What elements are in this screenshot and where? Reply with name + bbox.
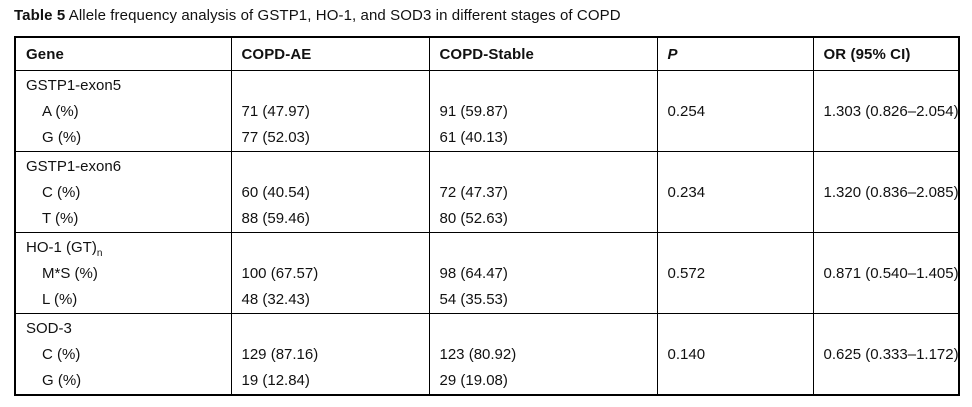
copd-stable-cell: 91 (59.87) 61 (40.13)	[428, 70, 658, 152]
allele-value: 100 (67.57)	[241, 265, 319, 282]
allele-label: G (%)	[42, 372, 82, 389]
allele-label: C (%)	[42, 346, 81, 363]
copd-stable-cell: 72 (47.37) 80 (52.63)	[428, 151, 658, 233]
or-cell: 1.320 (0.836–2.085)	[812, 151, 960, 233]
copd-ae-cell: 100 (67.57) 48 (32.43)	[230, 232, 430, 314]
allele-value: 123 (80.92)	[439, 346, 517, 363]
spacer	[242, 154, 423, 180]
gene-name: HO-1 (GT)n	[26, 239, 103, 259]
table-caption-text: Allele frequency analysis of GSTP1, HO-1…	[65, 7, 621, 24]
p-cell: 0.140	[656, 313, 814, 396]
allele-value: 88 (59.46)	[241, 210, 310, 227]
gene-name: GSTP1-exon6	[26, 158, 122, 175]
gene-cell: GSTP1-exon5 A (%) G (%)	[14, 70, 232, 152]
copd-stable-cell: 123 (80.92) 29 (19.08)	[428, 313, 658, 396]
allele-label: C (%)	[42, 184, 81, 201]
copd-ae-cell: 71 (47.97) 77 (52.03)	[230, 70, 430, 152]
allele-value: 60 (40.54)	[241, 184, 310, 201]
p-value: 0.572	[667, 265, 706, 282]
spacer	[440, 316, 651, 342]
allele-frequency-table: Gene COPD-AE COPD-Stable P OR (95% CI) G…	[14, 36, 960, 396]
spacer	[668, 316, 807, 342]
column-header-copd-stable: COPD-Stable	[428, 36, 658, 71]
table-row-gstp1-exon5: GSTP1-exon5 A (%) G (%) 71 (47.97) 77 (5…	[14, 70, 960, 152]
spacer	[440, 154, 651, 180]
gene-name: GSTP1-exon5	[26, 77, 122, 94]
column-header-gene: Gene	[14, 36, 232, 71]
column-header-or: OR (95% CI)	[812, 36, 960, 71]
allele-label: A (%)	[42, 103, 79, 120]
spacer	[440, 73, 651, 99]
spacer	[824, 73, 953, 99]
allele-value: 129 (87.16)	[241, 346, 319, 363]
table-caption-label: Table 5	[14, 7, 66, 24]
allele-value: 61 (40.13)	[439, 129, 508, 146]
or-cell: 1.303 (0.826–2.054)	[812, 70, 960, 152]
table-row-sod3: SOD-3 C (%) G (%) 129 (87.16) 19 (12.84)	[14, 313, 960, 396]
allele-value: 48 (32.43)	[241, 291, 310, 308]
allele-label: L (%)	[42, 291, 78, 308]
allele-value: 29 (19.08)	[439, 372, 508, 389]
allele-value: 98 (64.47)	[439, 265, 508, 282]
p-cell: 0.234	[656, 151, 814, 233]
allele-value: 71 (47.97)	[241, 103, 310, 120]
spacer	[824, 235, 953, 261]
p-cell: 0.254	[656, 70, 814, 152]
allele-value: 19 (12.84)	[241, 372, 310, 389]
table-caption: Table 5 Allele frequency analysis of GST…	[14, 6, 621, 26]
allele-label: G (%)	[42, 129, 82, 146]
spacer	[242, 235, 423, 261]
allele-value: 72 (47.37)	[439, 184, 508, 201]
copd-stable-cell: 98 (64.47) 54 (35.53)	[428, 232, 658, 314]
p-value: 0.140	[667, 346, 706, 363]
column-header-p: P	[656, 36, 814, 71]
allele-value: 77 (52.03)	[241, 129, 310, 146]
spacer	[242, 316, 423, 342]
gene-cell: SOD-3 C (%) G (%)	[14, 313, 232, 396]
gene-cell: HO-1 (GT)n M*S (%) L (%)	[14, 232, 232, 314]
table-header-row: Gene COPD-AE COPD-Stable P OR (95% CI)	[14, 36, 960, 71]
spacer	[440, 235, 651, 261]
p-value: 0.254	[667, 103, 706, 120]
p-value: 0.234	[667, 184, 706, 201]
allele-value: 80 (52.63)	[439, 210, 508, 227]
column-header-copd-ae: COPD-AE	[230, 36, 430, 71]
spacer	[668, 73, 807, 99]
or-cell: 0.871 (0.540–1.405)	[812, 232, 960, 314]
or-value: 0.625 (0.333–1.172)	[823, 346, 959, 363]
spacer	[668, 154, 807, 180]
p-cell: 0.572	[656, 232, 814, 314]
or-value: 1.320 (0.836–2.085)	[823, 184, 959, 201]
gene-name: SOD-3	[26, 320, 72, 337]
allele-value: 54 (35.53)	[439, 291, 508, 308]
allele-value: 91 (59.87)	[439, 103, 508, 120]
or-value: 0.871 (0.540–1.405)	[823, 265, 959, 282]
or-value: 1.303 (0.826–2.054)	[823, 103, 959, 120]
or-cell: 0.625 (0.333–1.172)	[812, 313, 960, 396]
table-row-ho1-gtn: HO-1 (GT)n M*S (%) L (%) 100 (67.57) 48 …	[14, 232, 960, 314]
copd-ae-cell: 60 (40.54) 88 (59.46)	[230, 151, 430, 233]
spacer	[242, 73, 423, 99]
spacer	[824, 316, 953, 342]
table-row-gstp1-exon6: GSTP1-exon6 C (%) T (%) 60 (40.54) 88 (5…	[14, 151, 960, 233]
spacer	[824, 154, 953, 180]
allele-label: M*S (%)	[42, 265, 98, 282]
gene-cell: GSTP1-exon6 C (%) T (%)	[14, 151, 232, 233]
copd-ae-cell: 129 (87.16) 19 (12.84)	[230, 313, 430, 396]
spacer	[668, 235, 807, 261]
allele-label: T (%)	[42, 210, 79, 227]
